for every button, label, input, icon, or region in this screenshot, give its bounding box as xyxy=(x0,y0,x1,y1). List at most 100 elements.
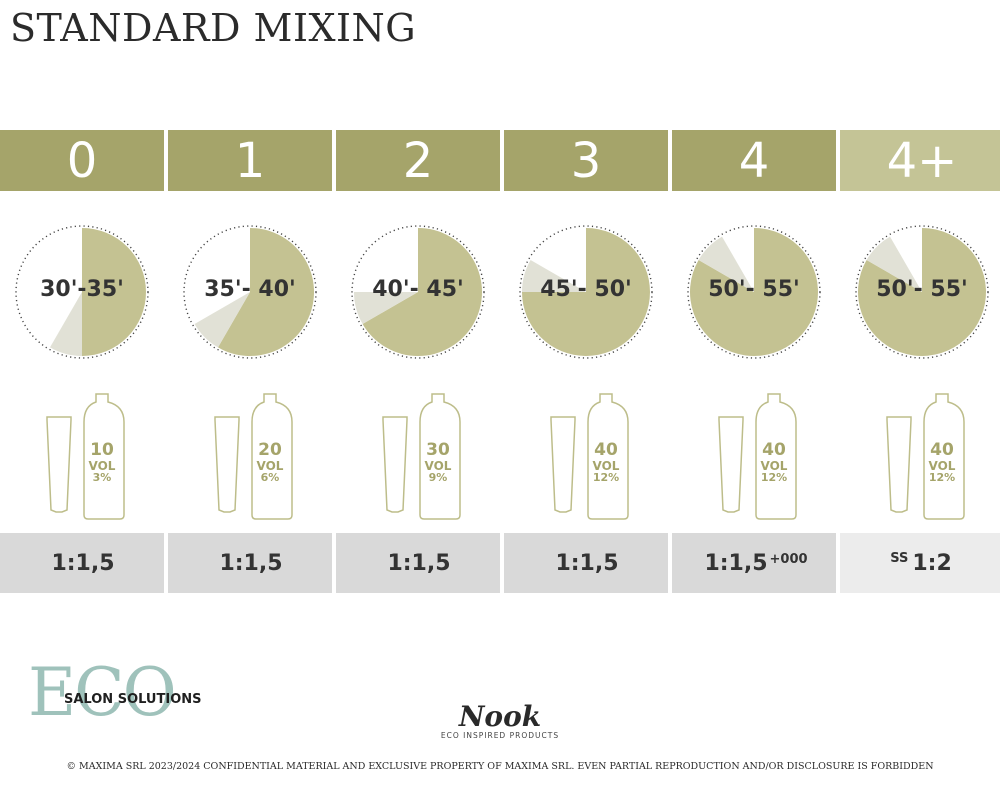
processing-time-clock: 40'- 45' xyxy=(351,225,485,359)
clock-range-sector xyxy=(50,292,82,356)
mixing-ratio: SS 1:2 xyxy=(840,533,1000,593)
level-column-3: 3 45'- 50' 40 VOL 12% 1:1,5 xyxy=(504,130,668,595)
clock-dotted-rim xyxy=(15,225,149,359)
tube-and-bottle-icon xyxy=(382,393,461,520)
vol-percent: 6% xyxy=(260,471,280,485)
processing-time-label: 50'- 55' xyxy=(708,277,800,302)
eco-letters: ECO xyxy=(28,654,177,731)
tube-outline xyxy=(382,416,408,513)
clock-range-sector xyxy=(354,292,418,324)
clock-elapsed-sector xyxy=(362,228,482,356)
tube-outline xyxy=(718,416,744,513)
level-header: 0 xyxy=(0,130,164,191)
processing-time-label: 40'- 45' xyxy=(372,277,464,302)
copyright-footer: © MAXIMA SRL 2023/2024 CONFIDENTIAL MATE… xyxy=(66,761,934,772)
clock-icon xyxy=(15,225,149,359)
vol-percent: 9% xyxy=(428,471,448,485)
mixing-ratio: 1:1,5 xyxy=(504,533,668,593)
ratio-value: 1:1,5 xyxy=(219,550,283,576)
vol-number: 40 xyxy=(594,440,618,460)
tube-outline xyxy=(46,416,72,513)
ratio-value: 1:1,5 xyxy=(387,550,451,576)
clock-icon xyxy=(351,225,485,359)
nook-wordmark: Nook xyxy=(458,700,542,733)
vol-percent: 12% xyxy=(592,471,620,485)
vol-word: VOL xyxy=(88,458,116,473)
eco-salon-solutions-logo: ECO SALON SOLUTIONS xyxy=(28,654,228,733)
ratio-value: 1:1,5 xyxy=(704,550,768,576)
developer-strength: 40 VOL 12% xyxy=(754,440,794,484)
level-column-0: 0 30'-35' 10 VOL 3% 1:1,5 xyxy=(0,130,164,595)
eco-subtitle: SALON SOLUTIONS xyxy=(64,692,202,707)
developer-strength: 20 VOL 6% xyxy=(250,441,290,485)
ratio-prefix: SS xyxy=(890,550,909,566)
product-illustration: 30 VOL 9% xyxy=(376,392,476,522)
vol-percent: 3% xyxy=(92,471,112,485)
processing-time-clock: 50'- 55' xyxy=(687,225,821,359)
clock-elapsed-sector xyxy=(82,228,146,356)
level-column-2: 2 40'- 45' 30 VOL 9% 1:1,5 xyxy=(336,130,500,595)
processing-time-clock: 45'- 50' xyxy=(519,225,653,359)
clock-dotted-rim xyxy=(687,225,821,359)
vol-number: 30 xyxy=(426,440,450,460)
clock-range-sector xyxy=(522,260,586,292)
tube-outline xyxy=(550,416,576,513)
level-column-4: 4 50'- 55' 40 VOL 12% 1:1,5 +000 xyxy=(672,130,836,595)
vol-number: 40 xyxy=(762,440,786,460)
level-column-5: 4+ 50'- 55' 40 VOL 12% SS 1:2 xyxy=(840,130,1000,595)
bottle-outline xyxy=(83,393,125,520)
ratio-suffix: +000 xyxy=(769,551,808,567)
developer-strength: 40 VOL 12% xyxy=(586,440,626,485)
vol-number: 10 xyxy=(90,440,114,460)
ratio-value: 1:1,5 xyxy=(51,550,115,576)
bottle-outline xyxy=(419,393,461,520)
clock-dotted-rim xyxy=(519,225,653,359)
clock-icon xyxy=(855,225,989,359)
processing-time-label: 35'- 40' xyxy=(204,277,296,302)
nook-logo: Nook ECO INSPIRED PRODUCTS xyxy=(440,700,560,740)
ratio-value: 1:2 xyxy=(912,550,952,576)
tube-outline xyxy=(214,416,240,513)
clock-icon xyxy=(519,225,653,359)
product-illustration: 40 VOL 12% xyxy=(880,392,980,522)
bottle-outline xyxy=(755,393,797,520)
vol-percent: 12% xyxy=(928,471,956,485)
processing-time-label: 45'- 50' xyxy=(540,277,632,302)
level-column-1: 1 35'- 40' 20 VOL 6% 1:1,5 xyxy=(168,130,332,595)
ratio-value: 1:1,5 xyxy=(555,550,619,576)
processing-time-clock: 50'- 55' xyxy=(855,225,989,359)
tube-and-bottle-icon xyxy=(214,393,293,520)
product-illustration: 20 VOL 6% xyxy=(208,392,308,522)
tube-and-bottle-icon xyxy=(718,393,797,520)
tube-and-bottle-icon xyxy=(886,393,965,520)
mixing-ratio: 1:1,5 xyxy=(168,533,332,593)
clock-range-sector xyxy=(698,236,754,292)
processing-time-label: 30'-35' xyxy=(40,277,124,302)
bottle-outline xyxy=(251,393,293,520)
level-header: 2 xyxy=(336,130,500,191)
clock-range-sector xyxy=(194,292,250,348)
clock-range-sector xyxy=(866,236,922,292)
level-header: 4+ xyxy=(840,130,1000,191)
level-header: 3 xyxy=(504,130,668,191)
vol-word: VOL xyxy=(424,458,452,473)
processing-time-clock: 35'- 40' xyxy=(183,225,317,359)
clock-icon xyxy=(183,225,317,359)
bottle-outline xyxy=(587,393,629,520)
product-illustration: 40 VOL 12% xyxy=(544,392,644,522)
clock-dotted-rim xyxy=(855,225,989,359)
tube-and-bottle-icon xyxy=(550,393,629,520)
vol-word: VOL xyxy=(760,458,788,473)
clock-icon xyxy=(687,225,821,359)
vol-word: VOL xyxy=(256,458,284,473)
bottle-outline xyxy=(923,393,965,520)
product-illustration: 40 VOL 12% xyxy=(712,392,812,522)
clock-dotted-rim xyxy=(351,225,485,359)
vol-number: 40 xyxy=(930,440,954,460)
mixing-ratio: 1:1,5 xyxy=(336,533,500,593)
nook-tagline: ECO INSPIRED PRODUCTS xyxy=(440,731,560,740)
clock-elapsed-sector xyxy=(218,228,314,356)
product-illustration: 10 VOL 3% xyxy=(40,392,140,522)
processing-time-clock: 30'-35' xyxy=(15,225,149,359)
tube-and-bottle-icon xyxy=(46,393,125,520)
